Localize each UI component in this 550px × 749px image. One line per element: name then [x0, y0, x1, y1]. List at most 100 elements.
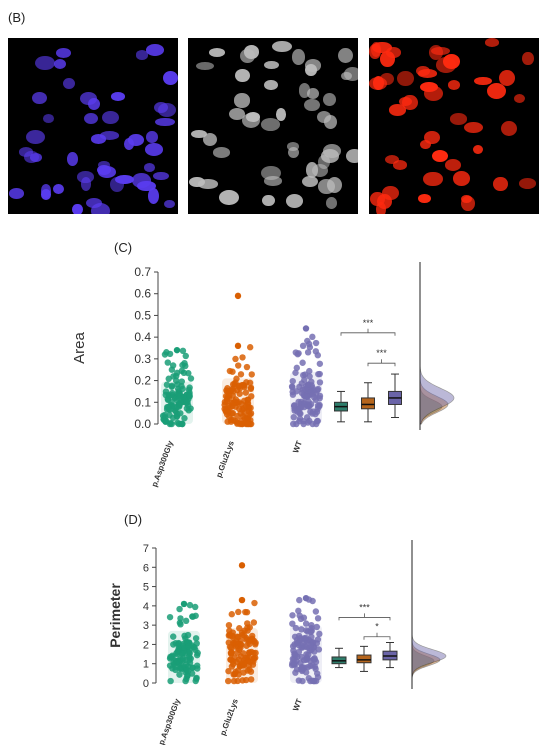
- data-point: [251, 599, 258, 607]
- data-point: [226, 643, 234, 651]
- data-point: [244, 396, 252, 404]
- nucleus: [32, 91, 47, 104]
- nucleus: [146, 44, 165, 56]
- nucleus: [493, 176, 508, 192]
- outlier-point: [238, 562, 246, 569]
- data-point: [176, 605, 183, 613]
- nucleus: [154, 117, 175, 127]
- nucleus: [285, 193, 303, 208]
- data-point: [182, 617, 190, 625]
- nucleus: [191, 130, 207, 139]
- data-point: [289, 643, 297, 650]
- nucleus: [128, 133, 144, 146]
- nucleus: [35, 56, 55, 71]
- data-point: [296, 596, 303, 604]
- data-point: [173, 372, 180, 380]
- nucleus: [162, 70, 178, 85]
- data-point: [303, 393, 311, 400]
- nucleus: [24, 150, 39, 163]
- data-point: [166, 411, 173, 419]
- x-tick-label: p.Glu2Lys: [218, 697, 240, 737]
- y-tick-label: 0.0: [134, 417, 151, 431]
- y-tick-label: 0.3: [134, 352, 151, 366]
- nucleus: [449, 113, 468, 125]
- nucleus: [304, 98, 320, 112]
- nucleus: [402, 94, 418, 111]
- data-point: [307, 628, 314, 636]
- nucleus: [518, 177, 537, 189]
- data-point: [307, 641, 314, 649]
- data-point: [167, 677, 174, 685]
- y-tick-label: 0.6: [134, 287, 151, 301]
- data-point: [237, 371, 245, 378]
- data-point: [289, 420, 297, 428]
- data-point: [314, 673, 322, 681]
- nucleus: [418, 194, 431, 204]
- data-point: [313, 640, 321, 647]
- box-body: [361, 397, 375, 410]
- data-point: [248, 371, 255, 378]
- nucleus: [262, 194, 275, 206]
- data-point: [293, 364, 301, 372]
- nucleus: [316, 110, 332, 124]
- data-point: [192, 646, 199, 654]
- nucleus: [423, 85, 444, 101]
- data-point: [181, 359, 188, 367]
- data-point: [233, 658, 240, 665]
- data-point: [164, 403, 171, 411]
- data-point: [175, 391, 182, 398]
- nucleus: [423, 171, 444, 187]
- nucleus: [102, 110, 120, 125]
- nucleus: [264, 79, 278, 90]
- y-tick-label: 4: [143, 601, 149, 613]
- nucleus: [154, 101, 168, 113]
- data-point: [304, 402, 311, 409]
- data-point: [183, 398, 190, 405]
- nucleus: [131, 173, 152, 189]
- data-point: [292, 624, 300, 632]
- data-point: [310, 677, 317, 685]
- nucleus: [202, 132, 218, 147]
- nucleus: [72, 203, 83, 214]
- significance-label: *: [375, 622, 379, 632]
- data-point: [178, 382, 185, 390]
- data-point: [187, 375, 195, 382]
- nucleus: [208, 48, 225, 58]
- data-point: [224, 388, 231, 395]
- data-point: [235, 633, 242, 641]
- data-point: [250, 619, 258, 626]
- nucleus: [219, 190, 239, 206]
- data-point: [306, 344, 314, 351]
- nucleus: [76, 171, 94, 183]
- data-point: [191, 603, 199, 611]
- nucleus: [464, 121, 483, 133]
- data-point: [188, 670, 196, 677]
- data-point: [252, 649, 259, 657]
- data-point: [299, 386, 306, 393]
- nucleus: [447, 80, 460, 90]
- perimeter-chart: 0 1 2 3 4 5 6 7 Perimeter p.Asp300Gly p.Glu2Lys WT *…: [107, 540, 447, 745]
- data-point: [166, 662, 174, 669]
- data-point: [315, 646, 323, 653]
- data-point: [311, 655, 318, 662]
- significance-bracket: [338, 617, 391, 621]
- nucleus: [522, 51, 534, 66]
- data-point: [245, 408, 252, 415]
- y-tick-label: 3: [143, 620, 149, 632]
- data-point: [227, 418, 235, 425]
- nucleus: [98, 160, 111, 169]
- data-point: [162, 417, 170, 425]
- nucleus: [8, 188, 25, 199]
- data-point: [300, 656, 308, 664]
- panel-d-label: (D): [124, 512, 143, 527]
- nucleus: [135, 50, 149, 60]
- nucleus: [343, 66, 358, 81]
- nucleus: [271, 40, 292, 52]
- nucleus: [397, 71, 414, 87]
- data-point: [233, 375, 240, 382]
- nucleus: [111, 91, 126, 101]
- significance-bracket: [340, 332, 396, 336]
- data-point: [239, 354, 246, 361]
- data-point: [292, 669, 299, 676]
- nucleus: [500, 120, 518, 137]
